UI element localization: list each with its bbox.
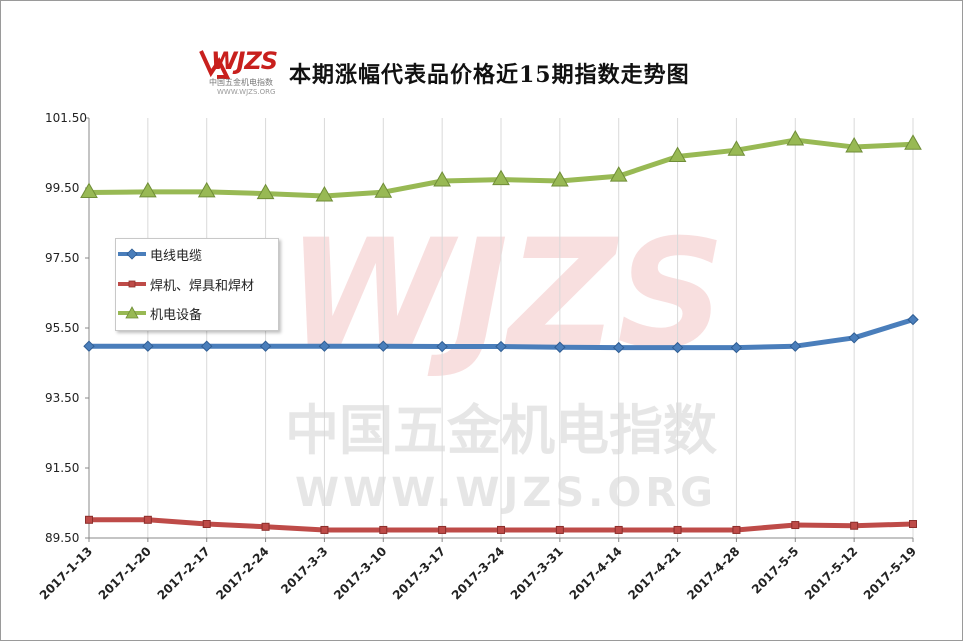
data-point-diamond — [318, 340, 331, 352]
x-tick-label: 2017-4-28 — [684, 544, 742, 602]
data-point-square — [261, 522, 270, 531]
data-point-diamond — [259, 340, 272, 352]
legend-item-series2: 焊机、焊具和焊材 — [116, 273, 254, 295]
data-point-diamond — [142, 340, 154, 352]
data-point-triangle — [433, 170, 452, 187]
data-point-diamond — [83, 340, 95, 352]
x-tick-label: 2017-3-3 — [278, 544, 330, 596]
chart-title: 本期涨幅代表品价格近15期指数走势图 — [289, 62, 690, 88]
x-tick-label: 2017-3-17 — [390, 544, 448, 602]
legend-item-series1: 电线电缆 — [116, 243, 202, 265]
data-point-triangle — [197, 181, 216, 198]
x-tick-label: 2017-3-10 — [331, 544, 389, 602]
x-tick-label: 2017-1-20 — [96, 544, 154, 602]
x-tick-label: 2017-5-19 — [861, 544, 919, 602]
y-tick-label: 99.50 — [45, 181, 79, 195]
data-point-triangle — [315, 186, 334, 202]
watermark-line2: WWW.WJZS.ORG — [295, 470, 717, 516]
data-point-triangle — [609, 166, 628, 182]
data-point-triangle — [492, 169, 510, 186]
data-point-triangle — [138, 181, 157, 198]
series-2 — [85, 515, 917, 534]
data-point-square — [320, 525, 329, 534]
data-point-triangle — [550, 170, 569, 187]
data-point-square — [143, 515, 152, 524]
x-tick-label: 2017-3-24 — [449, 544, 507, 602]
legend: 电线电缆 焊机、焊具和焊材 机电设备 — [115, 238, 279, 331]
series-3 — [80, 130, 922, 202]
y-tick-label: 95.50 — [45, 321, 79, 335]
data-point-diamond — [730, 341, 743, 354]
data-point-diamond — [377, 340, 389, 352]
data-point-diamond — [907, 313, 919, 326]
x-tick-label: 2017-2-24 — [213, 544, 271, 602]
legend-label-series3: 机电设备 — [150, 307, 203, 323]
logo-graphic — [199, 50, 231, 79]
y-tick-label: 91.50 — [45, 461, 79, 475]
data-point-square — [614, 525, 623, 534]
data-point-triangle — [668, 146, 687, 162]
data-point-triangle — [727, 140, 746, 156]
data-point-diamond — [848, 332, 860, 344]
data-point-square — [85, 515, 93, 524]
data-point-diamond — [613, 341, 625, 354]
data-point-square — [497, 525, 505, 534]
data-point-diamond — [201, 340, 213, 352]
x-tick-label: 2017-1-13 — [37, 544, 95, 602]
watermark: WJZS 中国五金机电指数 WWW.WJZS.ORG — [285, 208, 725, 516]
data-point-square — [732, 525, 741, 534]
data-point-square — [673, 525, 682, 534]
legend-marker-diamond-icon — [118, 248, 146, 260]
data-point-square — [202, 520, 211, 528]
y-tick-label: 89.50 — [45, 531, 79, 545]
logo-text: WJZS — [211, 47, 278, 75]
data-point-triangle — [256, 183, 275, 200]
legend-label-series2: 焊机、焊具和焊材 — [150, 278, 255, 294]
data-point-square — [555, 525, 564, 534]
data-point-diamond — [671, 341, 684, 354]
logo-url: WWW.WJZS.ORG — [217, 88, 276, 96]
data-point-triangle — [374, 182, 393, 198]
logo-subtitle: 中国五金机电指数 — [209, 78, 273, 87]
x-tick-label: 2017-4-21 — [625, 544, 683, 602]
series-1 — [83, 313, 919, 354]
x-tick-label: 2017-5-12 — [802, 544, 860, 602]
data-point-square — [379, 525, 388, 534]
data-point-diamond — [554, 341, 566, 353]
legend-label-series1: 电线电缆 — [150, 248, 203, 264]
legend-item-series3: 机电设备 — [116, 302, 202, 324]
x-tick-label: 2017-5-5 — [749, 544, 801, 596]
data-point-triangle — [904, 134, 922, 150]
data-point-square — [909, 520, 917, 528]
data-point-square — [438, 525, 447, 534]
data-point-triangle — [80, 182, 98, 199]
watermark-logo: WJZS — [287, 208, 725, 382]
data-point-square — [791, 521, 800, 530]
x-tick-label: 2017-4-14 — [567, 544, 625, 602]
data-point-diamond — [436, 340, 448, 353]
data-point-diamond — [495, 340, 507, 353]
y-tick-label: 101.50 — [45, 111, 87, 125]
legend-marker-triangle-icon — [118, 306, 146, 319]
y-tick-label: 97.50 — [45, 251, 79, 265]
legend-marker-square-icon — [118, 280, 146, 288]
y-tick-label: 93.50 — [45, 391, 79, 405]
data-point-triangle — [845, 137, 864, 153]
data-point-square — [850, 521, 859, 530]
x-tick-label: 2017-3-31 — [508, 544, 566, 602]
x-tick-label: 2017-2-17 — [155, 544, 213, 602]
data-point-diamond — [789, 340, 801, 352]
data-point-triangle — [786, 130, 805, 146]
